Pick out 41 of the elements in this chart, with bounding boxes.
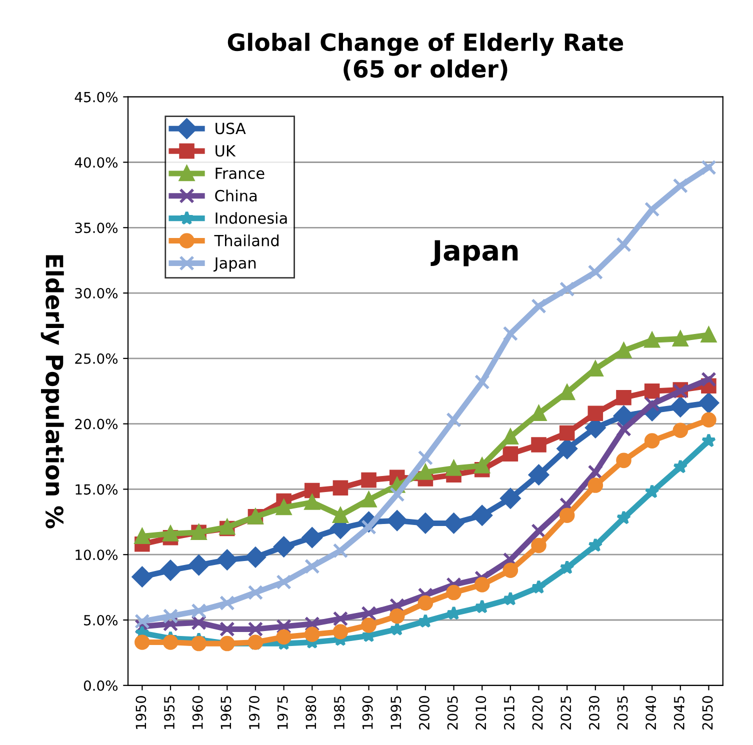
x-tick-label: 1990 (362, 696, 373, 729)
x-tick-label: 1995 (390, 696, 402, 729)
y-tick-label: 10.0% (76, 550, 118, 560)
annotation: Japan (430, 240, 518, 266)
legend-label: Japan (213, 257, 256, 272)
x-tick-label: 2010 (476, 696, 486, 730)
x-tick-label: 1970 (249, 696, 260, 729)
x-tick-label: 2020 (532, 696, 543, 730)
x-tick-label: 2005 (447, 696, 458, 730)
legend-label: Thailand (214, 234, 279, 246)
x-tick-label: 1965 (220, 696, 232, 729)
y-tick-label: 25.0% (75, 353, 118, 364)
y-tick-label: 40.0% (74, 157, 118, 168)
y-axis-title: Elderly Population % (40, 255, 64, 528)
y-tick-label: 45.0% (74, 92, 118, 102)
y-tick-label: 5.0% (84, 614, 118, 626)
legend-label: China (215, 190, 257, 202)
x-tick-label: 1980 (306, 696, 316, 729)
x-tick-label: 1960 (192, 696, 203, 729)
x-tick-label: 2025 (560, 696, 572, 730)
y-tick-label: 20.0% (75, 418, 118, 430)
x-tick-label: 2045 (674, 696, 684, 730)
y-tick-label: 15.0% (76, 484, 118, 495)
x-tick-label: 2030 (588, 696, 600, 730)
x-tick-label: 1975 (277, 696, 288, 729)
x-tick-label: 2040 (646, 696, 656, 730)
legend-label: Indonesia (216, 212, 287, 224)
x-tick-label: 2050 (702, 696, 713, 730)
x-tick-label: 2035 (617, 696, 628, 730)
y-tick-label: 30.0% (75, 288, 118, 299)
legend-label: USA (216, 122, 246, 134)
legend-label: UK (216, 145, 236, 157)
legend-label: France (216, 168, 264, 180)
y-tick-label: 0.0% (84, 680, 118, 691)
x-tick-label: 1955 (164, 696, 175, 729)
x-tick-label: 2015 (504, 696, 514, 730)
chart-title: Global Change of Elderly Rate (65 or older) (228, 32, 624, 81)
y-tick-label: 35.0% (75, 222, 118, 234)
x-tick-label: 1985 (334, 696, 344, 729)
x-tick-label: 2000 (418, 696, 430, 730)
x-tick-label: 1950 (136, 696, 146, 729)
